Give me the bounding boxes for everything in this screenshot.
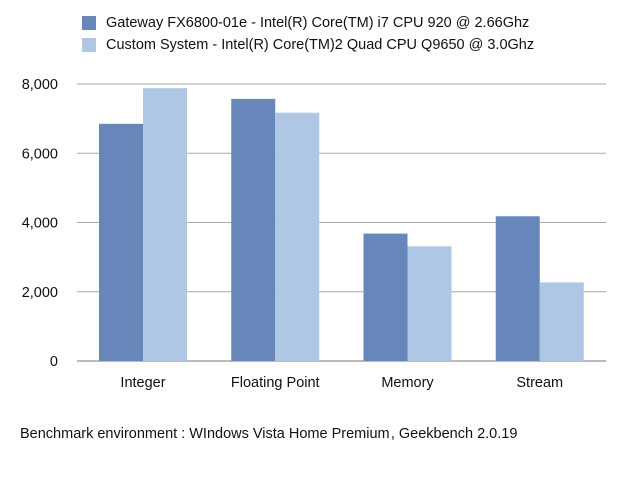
y-tick-label: 2,000 [22,285,58,301]
bar-floating-point-series-2 [275,112,320,362]
chart-footnote: Benchmark environment : WIndows Vista Ho… [20,426,518,442]
bar-integer-series-2 [143,88,187,361]
y-tick-label: 8,000 [22,77,58,93]
legend-label-series-1: Gateway FX6800-01e - Intel(R) Core(TM) i… [106,15,530,31]
y-tick-label: 6,000 [22,146,58,162]
y-tick-label: 4,000 [22,216,58,232]
bar-floating-point-series-1 [231,98,276,362]
x-tick-label: Stream [516,375,563,391]
chart-legend: Gateway FX6800-01e - Intel(R) Core(TM) i… [82,12,534,56]
legend-item-series-2: Custom System - Intel(R) Core(TM)2 Quad … [82,34,534,56]
legend-item-series-1: Gateway FX6800-01e - Intel(R) Core(TM) i… [82,12,534,34]
x-tick-label: Memory [381,375,434,391]
bar-integer-series-1 [99,123,143,361]
legend-label-series-2: Custom System - Intel(R) Core(TM)2 Quad … [106,37,535,53]
y-tick-label: 0 [50,354,58,370]
legend-swatch-series-1 [82,16,96,30]
bar-stream-series-1 [495,216,540,361]
bar-memory-series-2 [407,246,452,361]
bar-chart: 0 2,000 4,000 6,000 8,000 Integer Floating Poi… [22,77,606,391]
x-tick-label: Integer [120,375,165,391]
bar-memory-series-1 [363,233,408,361]
legend-swatch-series-2 [82,38,96,52]
x-tick-label: Floating Point [231,375,320,391]
bar-stream-series-2 [539,282,584,361]
